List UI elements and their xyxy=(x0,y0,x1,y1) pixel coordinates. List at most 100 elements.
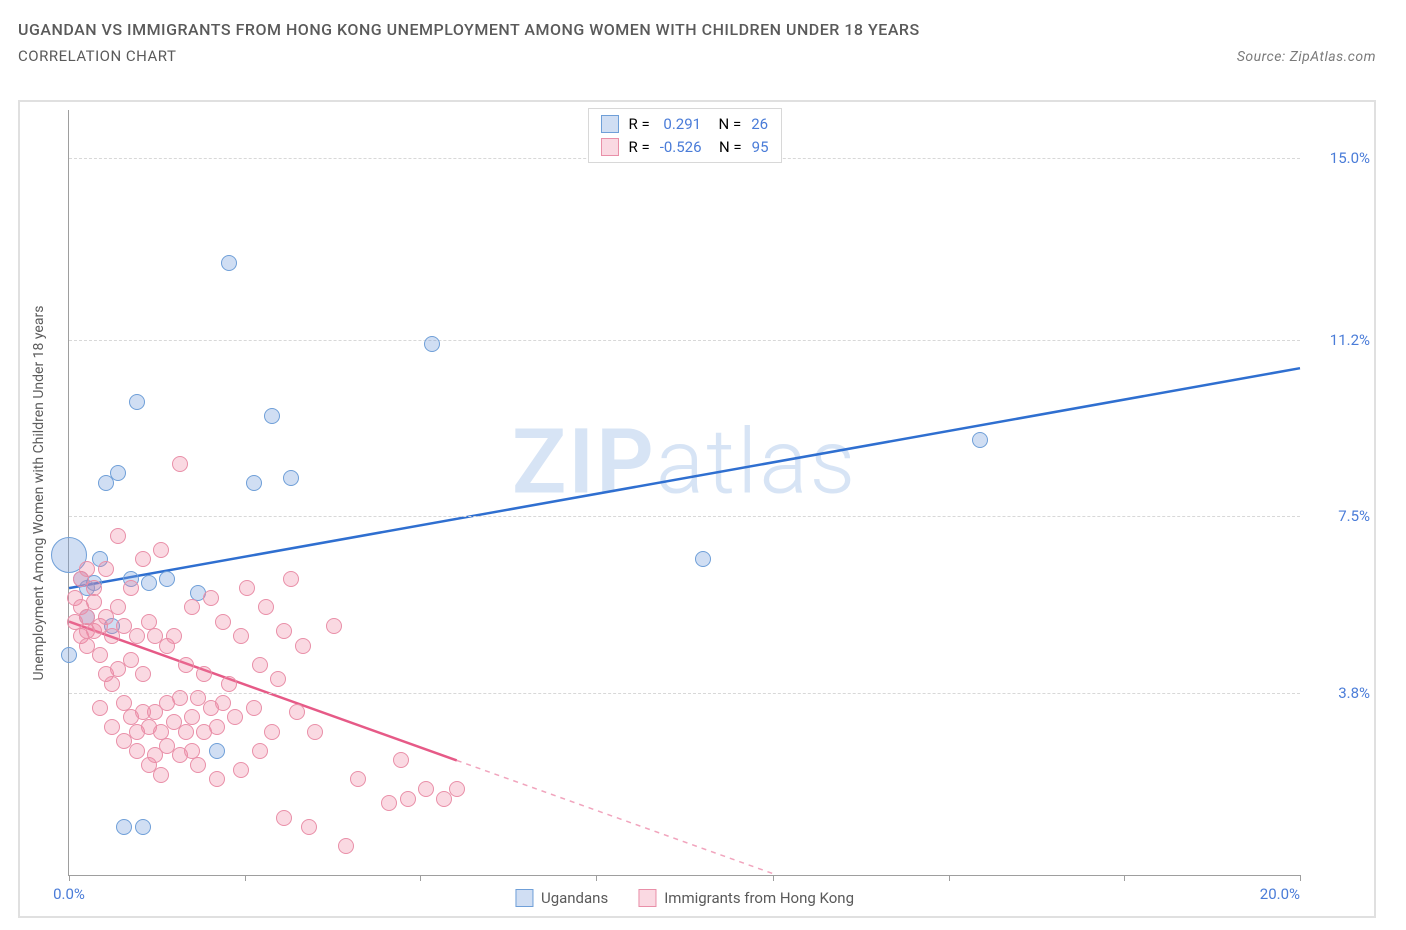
source-label: Source: ZipAtlas.com xyxy=(1237,49,1376,65)
trend-line-s2 xyxy=(69,622,457,761)
data-point-s2 xyxy=(98,666,114,682)
data-point-s1 xyxy=(129,394,145,410)
data-point-s1 xyxy=(135,819,151,835)
data-point-s2 xyxy=(123,580,139,596)
chart-subtitle: CORRELATION CHART xyxy=(18,47,176,65)
data-point-s2 xyxy=(209,771,225,787)
series-legend: Ugandans Immigrants from Hong Kong xyxy=(515,889,854,907)
data-point-s2 xyxy=(184,709,200,725)
subtitle-row: CORRELATION CHART Source: ZipAtlas.com xyxy=(0,47,1406,77)
data-point-s2 xyxy=(172,747,188,763)
data-point-s2 xyxy=(307,724,323,740)
data-point-s2 xyxy=(147,704,163,720)
data-point-s2 xyxy=(92,700,108,716)
data-point-s1 xyxy=(190,585,206,601)
corr-legend-row: R =-0.526 N =95 xyxy=(600,136,768,159)
data-point-s2 xyxy=(233,762,249,778)
data-point-s2 xyxy=(159,738,175,754)
data-point-s2 xyxy=(326,618,342,634)
data-point-s2 xyxy=(209,719,225,735)
data-point-s2 xyxy=(436,791,452,807)
x-tick-mark xyxy=(949,875,950,881)
data-point-s2 xyxy=(98,609,114,625)
data-point-s2 xyxy=(116,695,132,711)
data-point-s2 xyxy=(289,704,305,720)
data-point-s1 xyxy=(73,571,89,587)
data-point-s2 xyxy=(79,623,95,639)
data-point-s2 xyxy=(178,724,194,740)
data-point-s2 xyxy=(79,638,95,654)
data-point-s1 xyxy=(86,575,102,591)
data-point-s2 xyxy=(393,752,409,768)
data-point-s2 xyxy=(264,724,280,740)
legend-swatch xyxy=(600,138,618,156)
data-point-s2 xyxy=(153,767,169,783)
data-point-s1 xyxy=(61,647,77,663)
data-point-s2 xyxy=(301,819,317,835)
data-point-s2 xyxy=(153,542,169,558)
data-point-s2 xyxy=(381,795,397,811)
data-point-s2 xyxy=(184,743,200,759)
data-point-s2 xyxy=(295,638,311,654)
n-value: 95 xyxy=(752,136,769,159)
data-point-s1 xyxy=(283,470,299,486)
gridline-h xyxy=(69,340,1300,341)
data-point-s2 xyxy=(258,599,274,615)
data-point-s2 xyxy=(135,704,151,720)
data-point-s2 xyxy=(276,810,292,826)
data-point-s2 xyxy=(350,771,366,787)
data-point-s2 xyxy=(338,838,354,854)
y-tick-label: 7.5% xyxy=(1310,507,1370,525)
data-point-s2 xyxy=(110,599,126,615)
data-point-s1 xyxy=(141,575,157,591)
data-point-s2 xyxy=(283,571,299,587)
data-point-s2 xyxy=(227,709,243,725)
data-point-s2 xyxy=(166,628,182,644)
data-point-s2 xyxy=(92,647,108,663)
n-value: 26 xyxy=(751,113,768,136)
data-point-s2 xyxy=(276,623,292,639)
data-point-s2 xyxy=(184,599,200,615)
n-label: N = xyxy=(711,113,741,136)
data-point-s2 xyxy=(129,724,145,740)
data-point-s2 xyxy=(98,561,114,577)
data-point-s2 xyxy=(233,628,249,644)
series-legend-item: Immigrants from Hong Kong xyxy=(638,889,854,907)
trend-line-s1 xyxy=(69,368,1300,588)
data-point-s1 xyxy=(972,432,988,448)
data-point-s2 xyxy=(123,652,139,668)
data-point-s2 xyxy=(86,594,102,610)
correlation-legend: R = 0.291 N = 26R =-0.526 N =95 xyxy=(587,108,781,163)
r-label: R = xyxy=(628,136,649,159)
data-point-s2 xyxy=(79,561,95,577)
chart-frame: ZIPatlas Unemployment Among Women with C… xyxy=(18,100,1376,918)
series-legend-label: Ugandans xyxy=(541,889,608,907)
data-point-s2 xyxy=(178,657,194,673)
data-point-s2 xyxy=(203,590,219,606)
data-point-s2 xyxy=(196,666,212,682)
data-point-s2 xyxy=(116,733,132,749)
data-point-s2 xyxy=(79,609,95,625)
data-point-s2 xyxy=(246,700,262,716)
data-point-s2 xyxy=(67,590,83,606)
data-point-s1 xyxy=(51,537,87,573)
y-tick-label: 15.0% xyxy=(1310,149,1370,167)
data-point-s1 xyxy=(116,819,132,835)
data-point-s2 xyxy=(418,781,434,797)
data-point-s1 xyxy=(159,571,175,587)
r-value: 0.291 xyxy=(660,113,701,136)
data-point-s2 xyxy=(203,700,219,716)
r-label: R = xyxy=(628,113,649,136)
data-point-s2 xyxy=(129,628,145,644)
data-point-s2 xyxy=(104,719,120,735)
data-point-s2 xyxy=(221,676,237,692)
gridline-h xyxy=(69,693,1300,694)
plot-area: ZIPatlas Unemployment Among Women with C… xyxy=(68,110,1300,876)
data-point-s2 xyxy=(116,618,132,634)
data-point-s2 xyxy=(73,628,89,644)
data-point-s2 xyxy=(86,623,102,639)
x-tick-mark xyxy=(1300,875,1301,881)
data-point-s2 xyxy=(153,724,169,740)
data-point-s2 xyxy=(104,676,120,692)
data-point-s2 xyxy=(159,695,175,711)
